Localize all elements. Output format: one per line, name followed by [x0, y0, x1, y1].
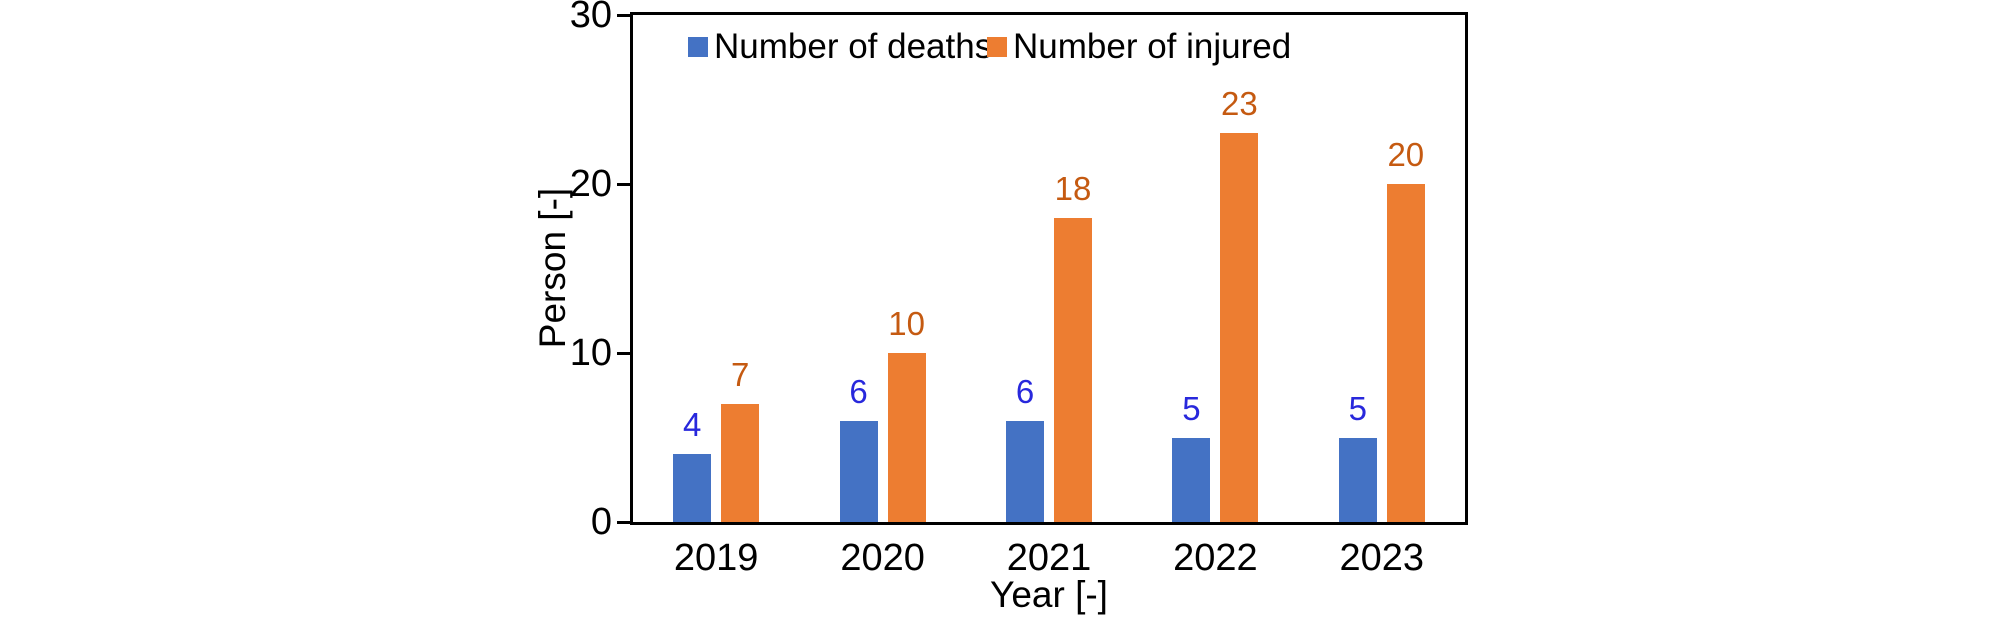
y-axis-title: Person [-] — [532, 187, 573, 349]
y-tick-label: 30 — [569, 0, 612, 36]
x-tick-label: 2021 — [1006, 537, 1092, 579]
x-tick-label: 2019 — [673, 537, 759, 579]
y-tick-mark — [617, 520, 630, 524]
deaths-value-label-2019: 4 — [683, 406, 702, 444]
injured-value-label-2022: 23 — [1221, 85, 1258, 123]
injured-value-label-2021: 18 — [1054, 169, 1092, 207]
y-tick-mark — [617, 351, 630, 355]
injured-value-label-2019: 7 — [731, 355, 750, 393]
deaths-value-label-2020: 6 — [849, 372, 868, 410]
y-tick-label: 10 — [569, 332, 612, 374]
injured-value-label-2023: 20 — [1387, 136, 1425, 173]
legend-swatch-injured — [987, 37, 1007, 57]
deaths-value-label-2023: 5 — [1348, 389, 1367, 427]
deaths-value-label-2021: 6 — [1015, 372, 1035, 410]
x-axis-title: Year [-] — [990, 574, 1108, 615]
x-tick-label: 2023 — [1339, 537, 1425, 579]
deaths-bar-2022 — [1172, 437, 1211, 522]
injured-bar-2022 — [1220, 133, 1259, 522]
y-tick-label: 20 — [569, 163, 612, 205]
legend-label-deaths: Number of deaths — [714, 27, 993, 66]
injured-bar-2023 — [1386, 184, 1425, 522]
y-tick-mark — [617, 182, 630, 186]
injured-value-label-2020: 10 — [888, 305, 925, 342]
y-tick-mark — [617, 13, 630, 17]
deaths-bar-2019 — [673, 454, 712, 522]
x-tick-label: 2020 — [840, 537, 925, 579]
injured-bar-2021 — [1054, 217, 1092, 522]
injured-bar-2019 — [721, 403, 760, 522]
injured-bar-2020 — [887, 353, 926, 522]
legend-label-injured: Number of injured — [1013, 27, 1292, 66]
y-tick-label: 0 — [590, 501, 612, 543]
plot-area — [630, 12, 1468, 525]
deaths-bar-2021 — [1006, 420, 1044, 522]
deaths-bar-2023 — [1338, 437, 1377, 522]
x-tick-label: 2022 — [1173, 537, 1258, 579]
deaths-bar-2020 — [839, 420, 878, 522]
legend-swatch-deaths — [688, 37, 708, 57]
deaths-value-label-2022: 5 — [1182, 389, 1201, 427]
